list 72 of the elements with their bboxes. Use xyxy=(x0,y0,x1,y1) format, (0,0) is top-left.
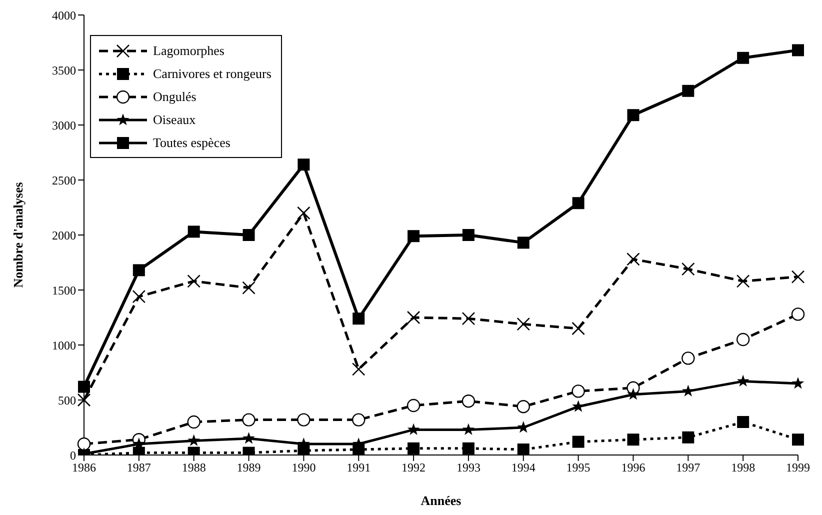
point xyxy=(77,437,91,451)
point xyxy=(516,400,530,414)
point xyxy=(242,413,256,426)
point xyxy=(736,332,750,346)
point xyxy=(682,84,694,97)
y-tick-label: 500 xyxy=(58,393,76,408)
point xyxy=(408,442,420,454)
point xyxy=(297,413,310,426)
point xyxy=(572,436,584,448)
point xyxy=(462,442,474,454)
point xyxy=(462,229,474,241)
point xyxy=(736,374,750,387)
point xyxy=(242,229,255,241)
x-tick-label: 1986 xyxy=(72,460,96,475)
point xyxy=(352,413,366,426)
point xyxy=(791,308,805,321)
point xyxy=(188,226,200,238)
legend-label: Lagomorphes xyxy=(153,42,224,58)
legend-label: Ongulés xyxy=(153,88,196,104)
point xyxy=(682,352,695,365)
y-tick-label: 3000 xyxy=(52,118,76,132)
x-tick-label: 1994 xyxy=(511,460,536,475)
point xyxy=(517,444,530,455)
y-tick-label: 3500 xyxy=(52,63,76,78)
point xyxy=(187,415,200,429)
x-axis-title: Années xyxy=(420,493,462,508)
point xyxy=(682,431,694,444)
point xyxy=(627,388,640,400)
x-tick-label: 1997 xyxy=(676,460,700,475)
point xyxy=(682,384,694,396)
point xyxy=(406,398,420,412)
y-tick-label: 4000 xyxy=(52,8,76,22)
point xyxy=(352,312,365,325)
point xyxy=(792,434,804,446)
x-tick-label: 1987 xyxy=(126,460,151,475)
legend-label: Toutes espèces xyxy=(153,134,230,150)
x-tick-label: 1988 xyxy=(182,460,206,475)
legend-label: Oiseaux xyxy=(153,112,196,128)
point xyxy=(78,380,90,393)
legend-label: Carnivores et rongeurs xyxy=(153,66,272,82)
point xyxy=(792,377,804,389)
point xyxy=(298,158,310,171)
point xyxy=(792,44,804,56)
y-tick-label: 1500 xyxy=(52,283,76,298)
y-tick-label: 1000 xyxy=(52,338,76,352)
x-tick-label: 1992 xyxy=(402,460,426,475)
point xyxy=(627,109,640,122)
point xyxy=(188,434,200,446)
x-tick-label: 1993 xyxy=(456,460,480,475)
y-tick-label: 2000 xyxy=(52,228,76,242)
y-axis-title: Nombre d'analyses xyxy=(10,182,26,288)
x-tick-label: 1990 xyxy=(292,460,316,475)
point xyxy=(737,416,750,428)
point xyxy=(572,384,585,398)
y-tick-label: 0 xyxy=(70,448,76,462)
point xyxy=(462,423,475,435)
point xyxy=(627,434,640,446)
x-tick-label: 1991 xyxy=(346,460,371,475)
y-tick-label: 2500 xyxy=(52,173,76,188)
x-tick-label: 1996 xyxy=(621,460,646,475)
point xyxy=(462,394,476,408)
x-tick-label: 1989 xyxy=(236,460,261,475)
point xyxy=(407,423,420,435)
point xyxy=(517,236,530,249)
point xyxy=(242,432,255,444)
point xyxy=(408,230,420,242)
point xyxy=(737,52,750,64)
x-tick-label: 1999 xyxy=(786,460,810,475)
x-tick-label: 1998 xyxy=(731,460,756,475)
x-tick-label: 1995 xyxy=(566,460,590,475)
point xyxy=(572,197,584,210)
point xyxy=(132,264,145,276)
